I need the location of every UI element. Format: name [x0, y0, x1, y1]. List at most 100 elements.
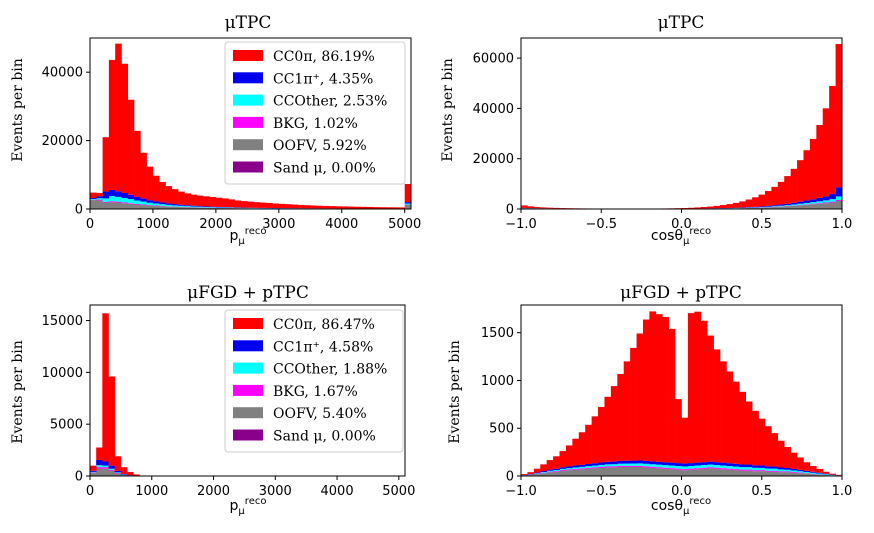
x-axis-label: cosθμreco	[651, 496, 711, 517]
histogram-bar-ccother	[655, 464, 663, 468]
histogram-bar-cc0pi	[521, 205, 528, 208]
y-tick-label: 60000	[473, 52, 514, 67]
histogram-bar-oofv	[700, 468, 708, 476]
histogram-bar-cc1pi	[681, 463, 689, 467]
legend-swatch-cc1pi	[233, 340, 263, 352]
histogram-bar-cc0pi	[822, 471, 830, 474]
x-tick-label: 4000	[325, 217, 358, 232]
histogram-bar-cc1pi	[121, 193, 129, 198]
histogram-bar-bkg	[655, 467, 663, 469]
histogram-bar-cc1pi	[771, 466, 779, 469]
y-tick-label: 40000	[473, 102, 514, 117]
x-tick-label: 1.0	[832, 217, 853, 232]
histogram-bar-cc0pi	[184, 193, 191, 206]
histogram-bar-cc0pi	[700, 320, 708, 463]
histogram-bar-oofv	[745, 470, 753, 476]
histogram-bar-cc0pi	[209, 197, 217, 207]
chart-title: μTPC	[658, 13, 705, 33]
histogram-bar-oofv	[777, 472, 785, 476]
histogram-bar-cc1pi	[146, 200, 154, 203]
histogram-bar-oofv	[630, 466, 637, 476]
histogram-bar-cc0pi	[822, 108, 830, 197]
histogram-bar-bkg	[668, 468, 676, 470]
histogram-bar-cc0pi	[777, 181, 785, 205]
legend-swatch-cc0pi	[233, 318, 263, 329]
histogram-bar-oofv	[108, 470, 116, 476]
histogram-bar-cc0pi	[649, 311, 657, 462]
legend-label: CC0π, 86.47%	[273, 317, 375, 333]
histogram-bar-oofv	[764, 207, 772, 209]
legend-swatch-bkg	[233, 384, 263, 396]
histogram-bar-cc0pi	[165, 186, 173, 204]
histogram-bar-cc0pi	[228, 199, 236, 208]
histogram-bar-bkg	[700, 467, 708, 469]
histogram-bar-cc1pi	[540, 471, 547, 472]
histogram-bar-cc1pi	[809, 471, 817, 473]
histogram-bar-cc1pi	[720, 462, 727, 466]
histogram-bar-cc0pi	[90, 465, 97, 471]
histogram-bar-bkg	[790, 471, 798, 473]
histogram-bar-bkg	[797, 472, 804, 474]
histogram-bar-bkg	[102, 201, 110, 203]
histogram-bar-oofv	[822, 203, 830, 209]
histogram-bar-oofv	[121, 203, 129, 209]
histogram-bar-cc0pi	[809, 138, 817, 200]
histogram-bar-oofv	[540, 473, 547, 476]
histogram-bar-cc0pi	[745, 401, 753, 465]
histogram-bar-cc0pi	[278, 203, 286, 209]
y-axis-ticks: 0 20000 40000 60000	[473, 52, 521, 218]
histogram-bar-cc0pi	[335, 206, 343, 209]
histogram-bar-cc0pi	[829, 473, 836, 475]
histogram-bar-ccother	[797, 203, 804, 205]
histogram-bar-oofv	[404, 204, 412, 209]
histogram-bar-oofv	[649, 467, 657, 476]
histogram-bar-bkg	[649, 466, 657, 468]
histogram-bar-ccother	[784, 205, 791, 206]
histogram-bar-cc0pi	[316, 205, 324, 209]
histogram-bar-cc1pi	[829, 194, 836, 200]
histogram-bar-cc0pi	[681, 417, 689, 464]
histogram-bar-ccother	[559, 468, 567, 470]
histogram-bar-cc0pi	[146, 166, 154, 201]
histogram-bar-ccother	[165, 204, 173, 207]
x-axis-label: cosθμreco	[651, 226, 711, 247]
histogram-bar-bkg	[108, 201, 116, 203]
histogram-bar-cc0pi	[578, 432, 586, 465]
histogram-bar-cc0pi	[134, 130, 141, 197]
legend-swatch-ccother	[233, 362, 263, 374]
histogram-bar-cc1pi	[115, 191, 122, 197]
histogram-bar-ccother	[140, 201, 147, 205]
histogram-bar-bkg	[829, 201, 836, 203]
histogram-bar-oofv	[146, 205, 154, 209]
histogram-bar-cc1pi	[777, 204, 785, 206]
histogram-bar-bkg	[630, 465, 637, 467]
histogram-bar-bkg	[617, 465, 625, 467]
legend-swatch-oofv	[233, 407, 263, 419]
x-axis-label: pμreco	[230, 226, 267, 247]
histogram-bar-cc0pi	[784, 176, 791, 204]
histogram-bar-oofv	[140, 205, 147, 209]
y-axis-ticks: 0 5000 10000 15000	[42, 314, 90, 485]
histogram-bar-ccother	[694, 465, 702, 469]
histogram-bar-ccother	[578, 466, 586, 469]
histogram-bar-bkg	[578, 468, 586, 470]
histogram-bar-oofv	[726, 469, 734, 476]
histogram-bar-cc0pi	[707, 335, 714, 462]
histogram-bar-cc1pi	[642, 460, 650, 464]
y-axis-label: Events per bin	[440, 58, 456, 162]
legend-label: BKG, 1.67%	[273, 384, 358, 400]
histogram-bar-cc1pi	[713, 462, 721, 466]
x-tick-label: 0	[86, 217, 94, 232]
histogram-bar-ccother	[642, 463, 650, 467]
legend-label: CC1π⁺, 4.35%	[273, 71, 373, 87]
histogram-bar-cc0pi	[829, 85, 836, 195]
histogram-bar-cc0pi	[385, 207, 393, 209]
histogram-bar-cc1pi	[559, 467, 567, 469]
histogram-bar-cc1pi	[675, 463, 682, 466]
histogram-bar-oofv	[617, 466, 625, 476]
histogram-bar-cc0pi	[546, 207, 554, 209]
histogram-bar-cc1pi	[764, 205, 772, 207]
histogram-bar-oofv	[835, 200, 843, 209]
histogram-bar-cc0pi	[540, 464, 547, 472]
